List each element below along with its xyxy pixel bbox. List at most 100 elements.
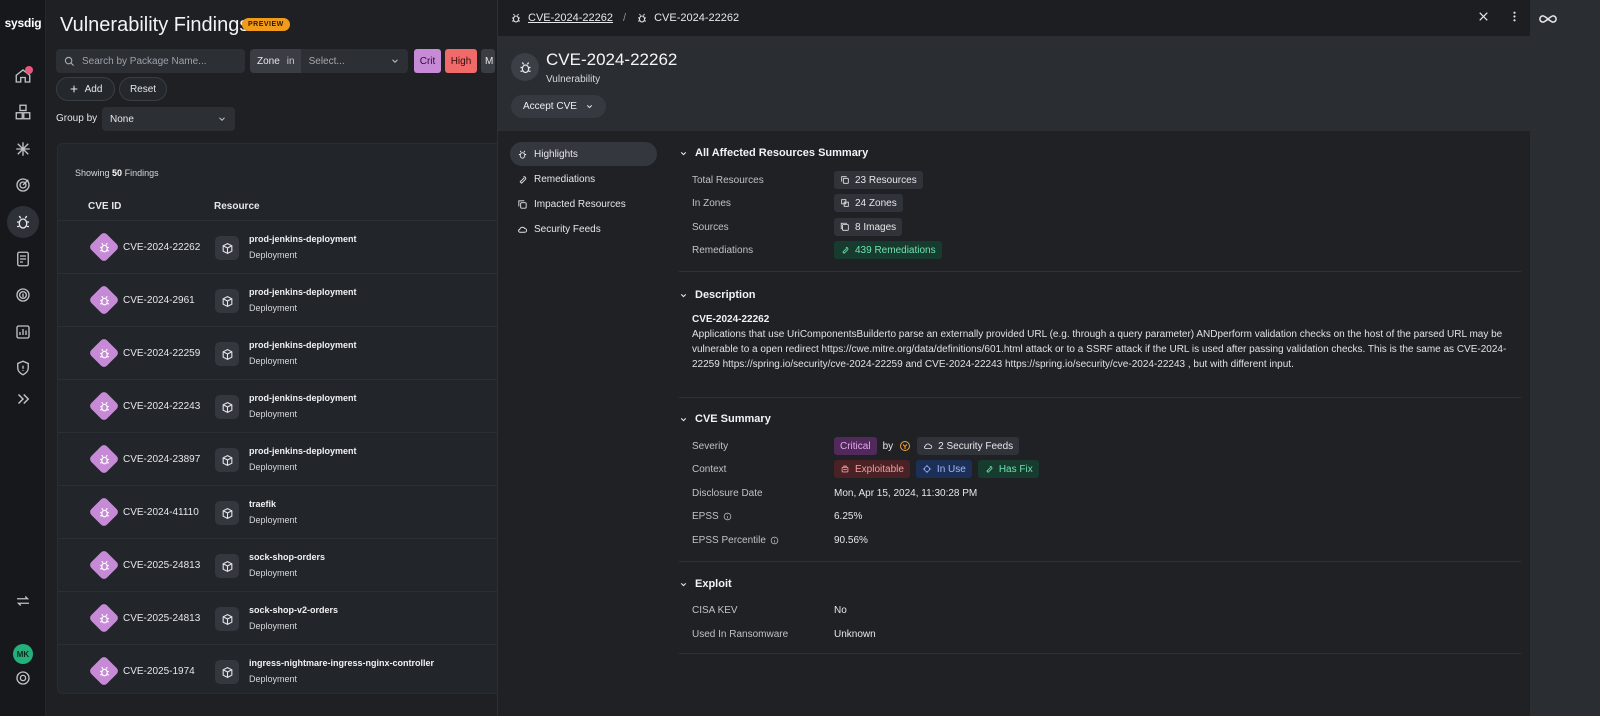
- identity-nav-button[interactable]: [7, 279, 39, 311]
- zone-filter[interactable]: Zone in Select...: [250, 49, 408, 73]
- severity-medium-button[interactable]: M: [481, 49, 495, 73]
- zones-icon: [841, 199, 849, 207]
- resource-name-cell[interactable]: sock-shop-v2-orders: [249, 605, 339, 615]
- close-icon[interactable]: [1477, 10, 1490, 23]
- resource-name-cell[interactable]: prod-jenkins-deployment: [249, 393, 357, 403]
- epss-percentile-label: EPSS Percentile: [692, 535, 779, 546]
- description-section-toggle[interactable]: Description: [679, 289, 756, 301]
- nav-remediations[interactable]: Remediations: [510, 167, 657, 191]
- more-vertical-icon[interactable]: [1508, 10, 1521, 23]
- package-search[interactable]: [56, 49, 245, 73]
- cve-id-cell[interactable]: CVE-2025-24813: [123, 613, 201, 624]
- resource-name-cell[interactable]: traefik: [249, 499, 277, 509]
- resource-type-icon: [215, 289, 239, 313]
- nav-security-feeds-label: Security Feeds: [534, 223, 601, 235]
- nav-security-feeds[interactable]: Security Feeds: [510, 217, 657, 241]
- table-row[interactable]: CVE-2024-22262 prod-jenkins-deployment Dep…: [58, 220, 507, 273]
- remediations-chip[interactable]: 439 Remediations: [834, 241, 942, 259]
- cve-id-cell[interactable]: CVE-2024-2961: [123, 295, 195, 306]
- integrations-nav-button[interactable]: [7, 585, 39, 617]
- severity-high-button[interactable]: High: [445, 49, 477, 73]
- chevron-down-icon: [680, 582, 687, 586]
- resource-name-cell[interactable]: prod-jenkins-deployment: [249, 446, 357, 456]
- cve-id-cell[interactable]: CVE-2024-41110: [123, 507, 199, 518]
- resource-name-cell[interactable]: prod-jenkins-deployment: [249, 287, 357, 297]
- severity-bug-badge: [95, 556, 113, 574]
- cisa-kev-value: No: [834, 605, 847, 616]
- severity-bug-badge: [95, 450, 113, 468]
- summary-section-toggle[interactable]: All Affected Resources Summary: [679, 147, 868, 159]
- zones-chip[interactable]: 24 Zones: [834, 194, 903, 212]
- cve-id-cell[interactable]: CVE-2024-23897: [123, 454, 201, 465]
- nav-impacted-resources[interactable]: Impacted Resources: [510, 192, 657, 216]
- info-icon[interactable]: [723, 512, 732, 521]
- compliance-nav-button[interactable]: [7, 243, 39, 275]
- bug-icon: [99, 401, 109, 411]
- info-icon[interactable]: [770, 536, 779, 545]
- breadcrumb-link[interactable]: CVE-2024-22262: [528, 12, 614, 24]
- table-row[interactable]: CVE-2024-23897 prod-jenkins-deployment Dep…: [58, 432, 507, 485]
- breadcrumb: CVE-2024-22262 / CVE-2024-22262: [510, 12, 739, 24]
- zone-select[interactable]: Select...: [308, 55, 345, 67]
- copy-icon: [841, 176, 849, 184]
- bug-icon: [638, 13, 647, 23]
- group-by-value: None: [110, 113, 134, 125]
- cve-id-cell[interactable]: CVE-2024-22262: [123, 242, 201, 253]
- severity-value: Critical by 2 Security Feeds: [834, 437, 1020, 455]
- expand-nav-button[interactable]: [7, 383, 39, 415]
- cve-summary-section-toggle[interactable]: CVE Summary: [679, 413, 771, 425]
- group-by-select[interactable]: None: [102, 107, 235, 131]
- table-row[interactable]: CVE-2024-22243 prod-jenkins-deployment Dep…: [58, 379, 507, 432]
- cve-id-cell[interactable]: CVE-2024-22259: [123, 348, 201, 359]
- exploit-section-toggle[interactable]: Exploit: [679, 578, 732, 590]
- sources-chip[interactable]: 8 Images: [834, 218, 903, 236]
- help-nav-button[interactable]: [7, 662, 39, 694]
- table-row[interactable]: CVE-2024-41110 traefik Deployment: [58, 485, 507, 538]
- zones-label: In Zones: [692, 198, 731, 209]
- section-divider: [679, 653, 1521, 654]
- table-row[interactable]: CVE-2024-2961 prod-jenkins-deployment Depl…: [58, 273, 507, 326]
- bug-icon: [518, 150, 527, 159]
- resource-name-cell[interactable]: ingress-nightmare-ingress-nginx-controll…: [249, 658, 435, 668]
- policies-nav-button[interactable]: [7, 352, 39, 384]
- infinity-icon[interactable]: [1538, 11, 1558, 27]
- search-input[interactable]: [82, 55, 232, 67]
- table-row[interactable]: CVE-2025-24813 sock-shop-v2-orders Deploym…: [58, 591, 507, 644]
- resource-name-cell[interactable]: prod-jenkins-deployment: [249, 234, 357, 244]
- column-header-cve-id[interactable]: CVE ID: [88, 201, 122, 212]
- accept-cve-button[interactable]: Accept CVE: [511, 95, 606, 118]
- nav-highlights[interactable]: Highlights: [510, 142, 657, 166]
- severity-bug-badge: [95, 344, 113, 362]
- resource-name-cell[interactable]: prod-jenkins-deployment: [249, 340, 357, 350]
- cve-id-cell[interactable]: CVE-2024-22243: [123, 401, 201, 412]
- cve-id-cell[interactable]: CVE-2025-1974: [123, 666, 195, 677]
- has-fix-text: Has Fix: [998, 463, 1033, 475]
- epss-percentile-label-text: EPSS Percentile: [692, 535, 766, 546]
- cube-icon: [222, 613, 232, 625]
- user-avatar[interactable]: MK: [13, 644, 33, 664]
- security-feeds-chip[interactable]: 2 Security Feeds: [917, 437, 1020, 455]
- table-row[interactable]: CVE-2024-22259 prod-jenkins-deployment Dep…: [58, 326, 507, 379]
- inventory-nav-button[interactable]: [7, 96, 39, 128]
- severity-critical-chip: Critical: [834, 437, 877, 455]
- resource-kind-cell: Deployment: [249, 674, 298, 684]
- column-header-resource[interactable]: Resource: [214, 201, 260, 212]
- cve-id-cell[interactable]: CVE-2025-24813: [123, 560, 201, 571]
- table-row[interactable]: CVE-2025-1974 ingress-nightmare-ingress-n…: [58, 644, 507, 693]
- reports-nav-button[interactable]: [7, 316, 39, 348]
- resource-name-cell[interactable]: sock-shop-orders: [249, 552, 326, 562]
- section-divider: [679, 397, 1521, 398]
- posture-nav-button[interactable]: [7, 169, 39, 201]
- severity-bug-badge: [95, 609, 113, 627]
- events-nav-button[interactable]: [7, 133, 39, 165]
- bug-icon: [17, 215, 29, 229]
- home-nav-button[interactable]: [7, 60, 39, 92]
- table-row[interactable]: CVE-2025-24813 sock-shop-orders Deployment: [58, 538, 507, 591]
- total-resources-chip[interactable]: 23 Resources: [834, 171, 923, 189]
- reset-filter-button[interactable]: Reset: [119, 77, 167, 101]
- vulnerabilities-nav-button[interactable]: [7, 206, 39, 238]
- severity-critical-button[interactable]: Crit: [414, 49, 441, 73]
- add-filter-button[interactable]: Add: [56, 77, 115, 101]
- severity-bug-badge: [95, 662, 113, 680]
- bug-icon: [99, 666, 109, 676]
